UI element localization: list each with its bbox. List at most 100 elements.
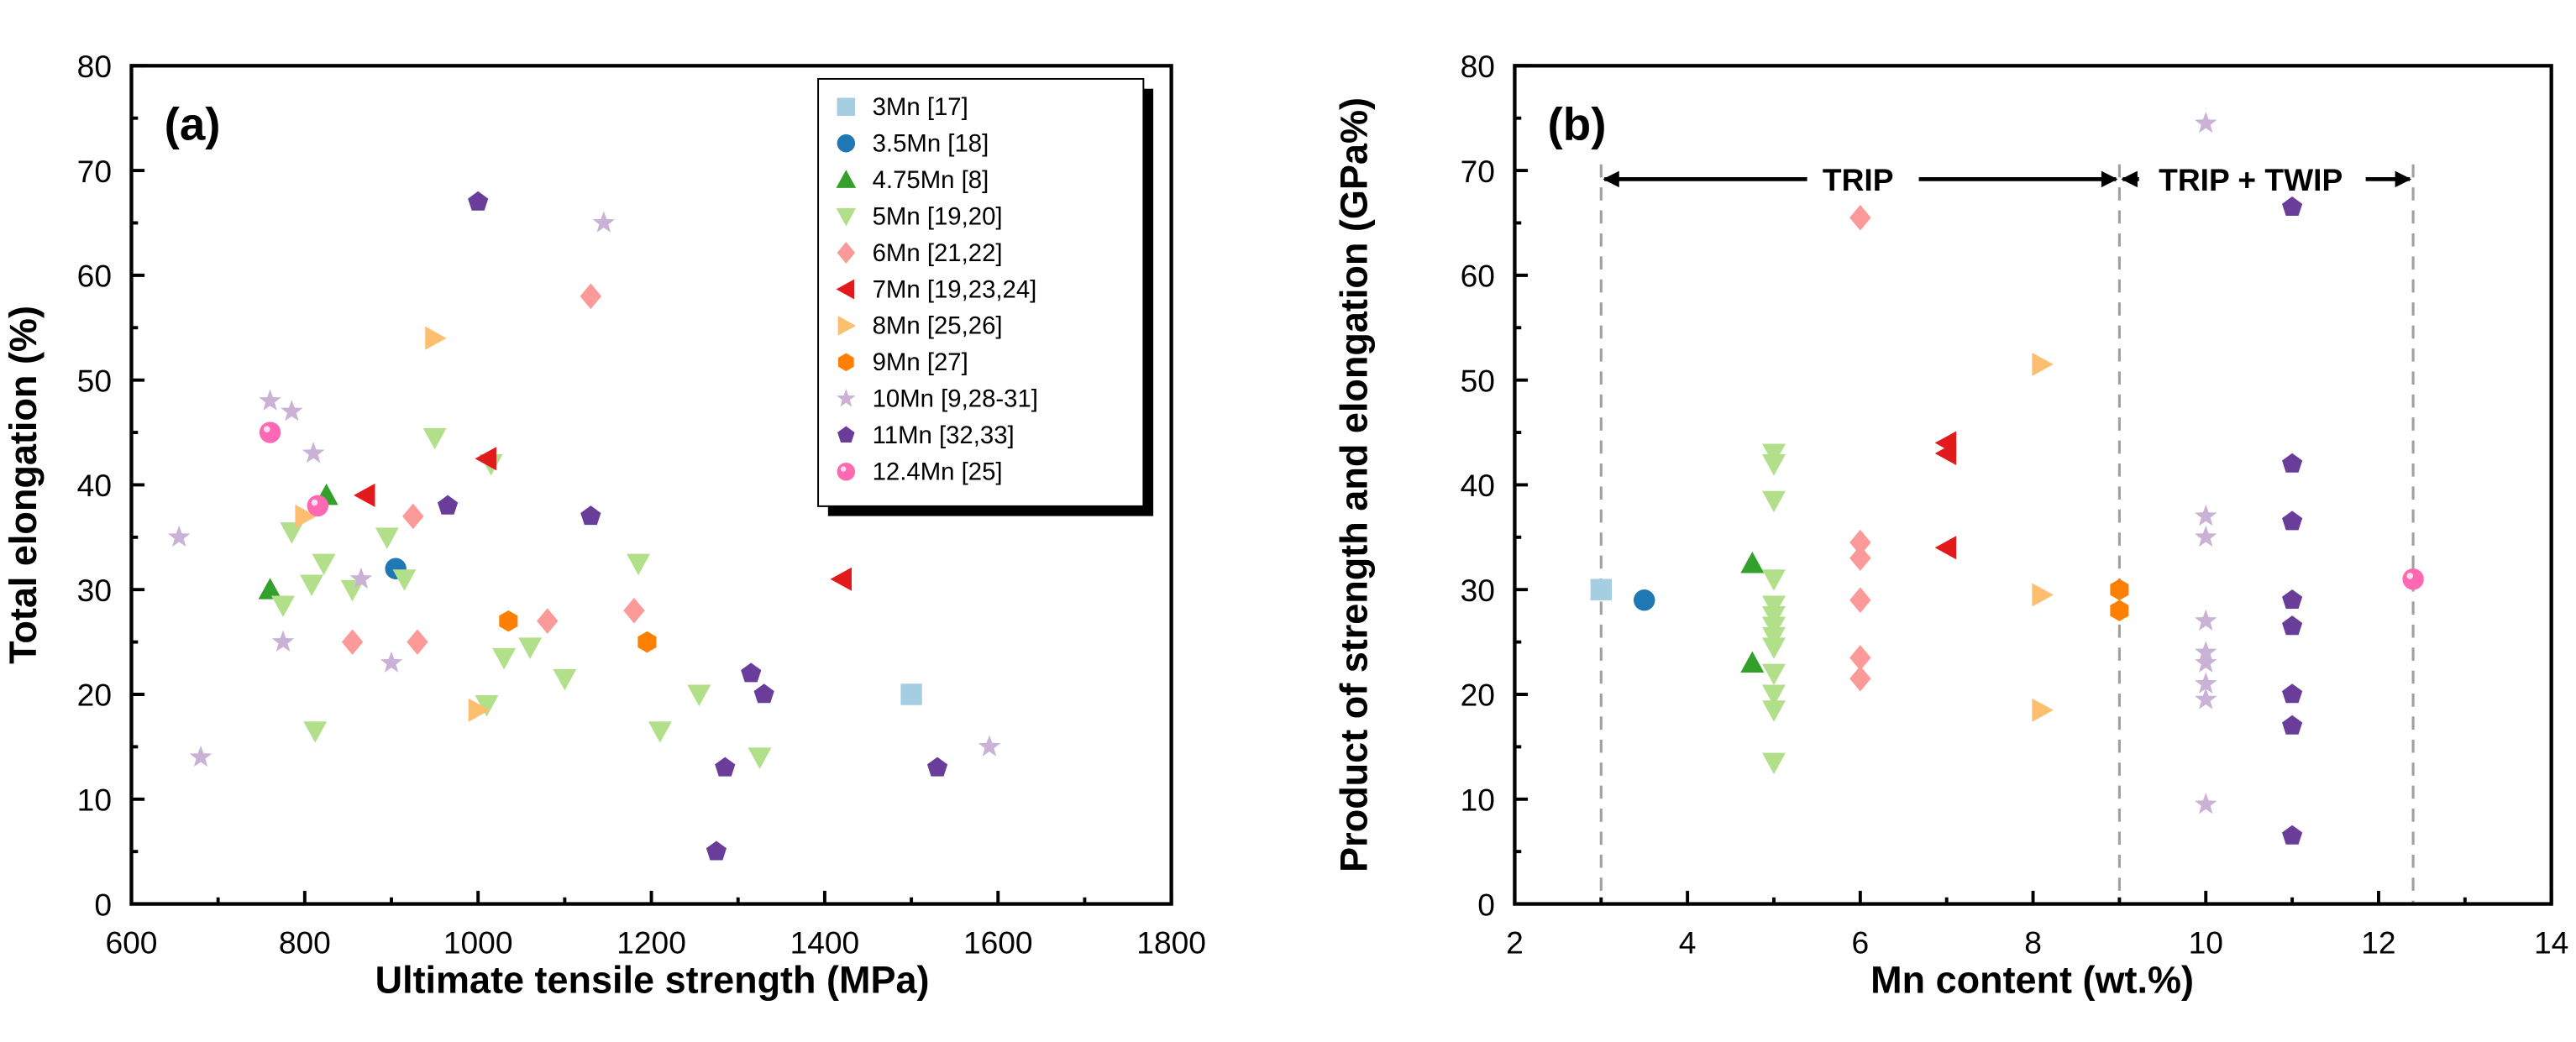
panel-b-x-axis-title: Mn content (wt.%) xyxy=(1870,958,2194,1001)
y-tick-label: 30 xyxy=(77,573,112,608)
legend-marker-7mn xyxy=(836,279,855,300)
data-point-5mn xyxy=(303,721,328,743)
panel-a-scatter: 600 800 1000 1200 1400 1600 1800 0 10 20 30 40 50 60 7… xyxy=(2,49,1206,1001)
legend-marker-5mn xyxy=(836,207,857,227)
panel-a-x-axis-title: Ultimate tensile strength (MPa) xyxy=(375,958,930,1001)
data-point-10mn xyxy=(380,651,403,673)
data-point-11mn xyxy=(741,662,762,683)
data-point-5mn xyxy=(280,522,304,544)
data-point-8mn xyxy=(2032,583,2054,607)
data-point-11mn xyxy=(2282,683,2303,704)
x-tick-label: 1600 xyxy=(963,924,1033,960)
legend-label-10mn: 10Mn [9,28-31] xyxy=(873,385,1038,413)
y-tick-label: 0 xyxy=(1477,887,1495,922)
legend-label-7mn: 7Mn [19,23,24] xyxy=(873,275,1037,303)
panel-a-legend: 3Mn [17] 3.5Mn [18] 4.75Mn [8] 5Mn [19,20] 6… xyxy=(817,77,1154,516)
x-tick-label: 12 xyxy=(2361,924,2395,960)
data-point-6mn xyxy=(407,629,428,655)
panel-a-ticks: 600 800 1000 1200 1400 1600 1800 0 10 20 30 40 50 60 7… xyxy=(77,49,1206,960)
x-tick-label: 1200 xyxy=(616,924,686,960)
data-point-11mn xyxy=(2282,615,2303,636)
legend-marker-9mn xyxy=(838,353,854,372)
data-point-10mn xyxy=(2194,111,2217,134)
data-point-10mn xyxy=(978,735,1001,757)
panel-b-axes xyxy=(1513,64,2553,906)
y-tick-label: 20 xyxy=(77,678,112,713)
panel-b-scatter: 2 4 6 8 10 12 14 0 10 20 30 40 50 60 70 80 (b) Mn conte… xyxy=(1332,49,2568,1001)
data-point-11mn xyxy=(2282,511,2303,531)
data-point-10mn xyxy=(167,525,191,547)
data-point-12p4mn xyxy=(307,495,329,517)
data-point-6mn xyxy=(623,597,645,624)
data-point-10mn xyxy=(2194,609,2217,631)
y-tick-label: 10 xyxy=(1461,782,1495,817)
data-point-9mn xyxy=(2110,579,2129,600)
legend-label-9mn: 9Mn [27] xyxy=(873,348,968,376)
data-point-11mn xyxy=(753,683,774,704)
data-point-7mn xyxy=(1934,442,1957,465)
panel-b-regime-guides xyxy=(1599,164,2415,904)
trip-left-arrowhead-icon xyxy=(1603,170,1619,188)
y-tick-label: 50 xyxy=(77,363,112,398)
data-point-10mn xyxy=(259,389,281,411)
trip-annotation-label: TRIP xyxy=(1823,162,1894,197)
legend-marker-8mn xyxy=(837,316,857,336)
data-point-3p5mn xyxy=(1633,589,1655,611)
data-point-5mn xyxy=(1762,752,1786,775)
data-point-3mn xyxy=(1590,579,1612,600)
data-point-12p4mn xyxy=(259,422,281,443)
data-point-10mn xyxy=(592,211,616,233)
data-point-4p75mn xyxy=(1740,651,1765,673)
data-point-5mn xyxy=(475,695,499,717)
y-tick-label: 40 xyxy=(1461,468,1495,503)
data-point-10mn xyxy=(281,400,303,422)
data-point-5mn xyxy=(375,527,399,549)
data-point-12p4mn-highlight xyxy=(311,499,318,506)
plot-frame xyxy=(1513,64,2553,906)
y-tick-label: 60 xyxy=(1461,259,1495,294)
data-point-10mn xyxy=(271,630,295,652)
x-tick-label: 14 xyxy=(2534,924,2568,960)
x-tick-label: 8 xyxy=(2024,924,2042,960)
data-point-12p4mn xyxy=(2402,568,2424,590)
data-point-6mn xyxy=(1849,545,1871,572)
data-point-5mn xyxy=(553,668,577,691)
x-tick-label: 6 xyxy=(1852,924,1870,960)
x-tick-label: 10 xyxy=(2189,924,2223,960)
data-point-11mn xyxy=(2282,196,2303,217)
data-point-9mn xyxy=(637,631,657,653)
data-point-7mn xyxy=(475,447,496,471)
legend-marker-12p4mn xyxy=(837,463,856,481)
legend-marker-6mn xyxy=(837,242,856,264)
data-point-6mn xyxy=(1849,645,1871,671)
y-tick-label: 40 xyxy=(77,468,112,503)
data-point-5mn xyxy=(748,747,772,769)
data-point-11mn xyxy=(468,191,489,211)
y-tick-label: 30 xyxy=(1461,573,1495,608)
legend-label-6mn: 6Mn [21,22] xyxy=(873,239,1003,267)
x-tick-label: 600 xyxy=(105,924,157,960)
x-tick-label: 1400 xyxy=(790,924,860,960)
y-tick-label: 80 xyxy=(1461,49,1495,84)
data-point-5mn xyxy=(422,427,447,450)
legend-marker-3mn xyxy=(837,97,856,116)
y-tick-label: 80 xyxy=(77,49,112,84)
data-point-11mn xyxy=(580,505,601,526)
data-point-11mn xyxy=(2282,715,2303,735)
legend-label-4p75mn: 4.75Mn [8] xyxy=(873,166,989,194)
data-point-6mn xyxy=(1849,666,1871,692)
data-point-6mn xyxy=(580,283,602,310)
data-point-12p4mn-highlight xyxy=(263,426,270,433)
legend-box xyxy=(817,77,1145,507)
legend-label-3p5mn: 3.5Mn [18] xyxy=(873,129,989,157)
data-point-6mn xyxy=(1849,204,1871,231)
y-tick-label: 60 xyxy=(77,259,112,294)
trip-twip-right-arrowhead-icon xyxy=(2395,170,2412,188)
x-tick-label: 1000 xyxy=(443,924,513,960)
data-point-5mn xyxy=(1762,684,1786,707)
data-point-6mn xyxy=(537,608,559,634)
legend-marker-12p4mn-highlight xyxy=(840,466,847,472)
data-point-5mn xyxy=(312,553,336,576)
x-tick-label: 1800 xyxy=(1136,924,1206,960)
x-tick-label: 4 xyxy=(1679,924,1697,960)
